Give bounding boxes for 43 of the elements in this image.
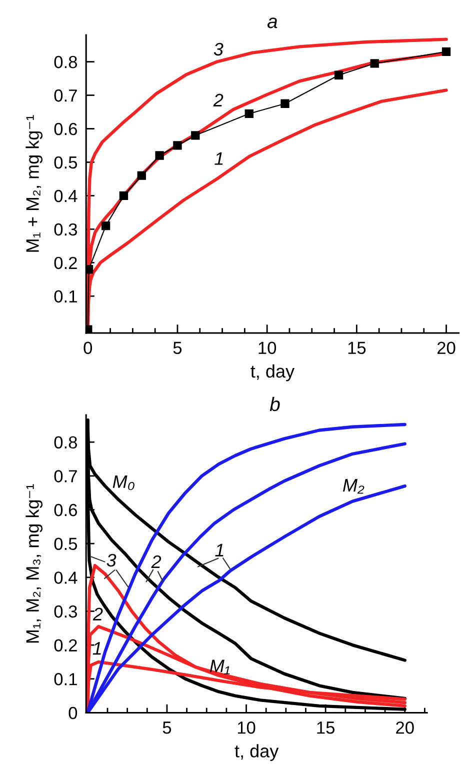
x-tick-label: 5 — [162, 722, 172, 734]
y-tick-label: 0.4 — [54, 190, 78, 202]
y-tick-label: 0.6 — [54, 122, 77, 136]
y-tick-label: 0 — [68, 706, 78, 720]
y-tick-label: 0.5 — [54, 156, 78, 169]
x-tick-label: 0 — [84, 342, 92, 354]
annotation: 1 — [214, 152, 223, 165]
y-tick-label: 0.1 — [54, 673, 77, 686]
annotation: 1 — [215, 544, 224, 556]
y-tick-label: 0.7 — [54, 470, 77, 482]
annotation: M₀ — [112, 475, 134, 490]
annotation: M₁ — [210, 660, 230, 674]
y-tick-label: 0.3 — [54, 223, 77, 236]
y-tick-label: 0.1 — [54, 290, 77, 303]
y-axis-title: M₁ + M₂, mg kg⁻¹ — [26, 115, 43, 252]
y-tick-label: 0.3 — [54, 605, 77, 618]
y-tick-label: 0.7 — [54, 89, 77, 102]
y-tick-label: 0.2 — [54, 639, 77, 652]
y-tick-label: 0.2 — [54, 256, 77, 270]
annotation: 3 — [214, 42, 224, 56]
chart-title: a — [267, 18, 278, 28]
x-tick-label: 10 — [238, 722, 256, 734]
y-tick-label: 0.4 — [54, 572, 78, 584]
x-axis-title: t, day — [250, 364, 294, 382]
y-tick-label: 0.5 — [54, 538, 78, 550]
x-tick-label: 20 — [437, 342, 456, 354]
x-tick-label: 5 — [173, 342, 182, 354]
annotation: 2 — [151, 555, 162, 568]
y-tick-label: 0.8 — [54, 436, 77, 449]
y-tick-label: 0.8 — [54, 56, 77, 68]
x-tick-label: 15 — [348, 342, 366, 354]
y-tick-label: 0.6 — [54, 504, 77, 516]
x-tick-label: 15 — [317, 722, 334, 734]
annotation: 3 — [106, 554, 116, 567]
x-tick-label: 20 — [396, 722, 414, 734]
chart-title: b — [270, 396, 280, 412]
annotation: 2 — [213, 94, 224, 106]
x-axis-title: t, day — [234, 744, 279, 762]
x-tick-label: 10 — [258, 342, 276, 354]
annotation: 2 — [92, 608, 103, 620]
annotation: M₂ — [343, 479, 364, 494]
y-axis-title: M₁, M₂, M₃, mg kg⁻¹ — [26, 484, 43, 643]
annotation: 1 — [92, 642, 101, 655]
